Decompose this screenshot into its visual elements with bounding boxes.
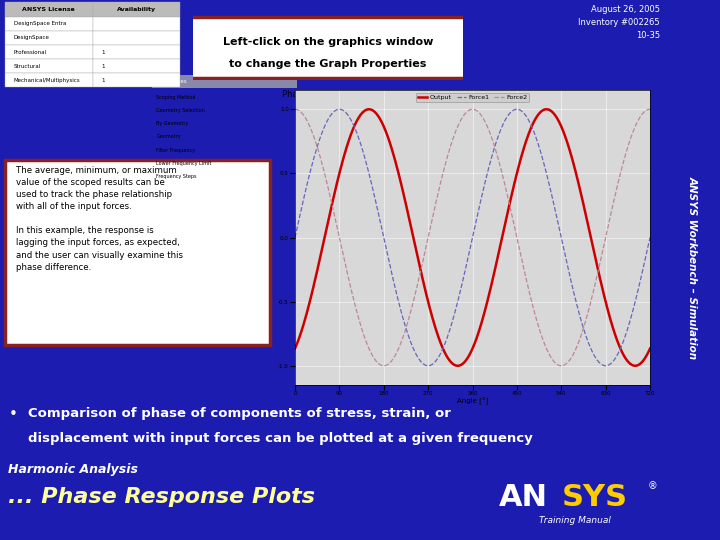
Text: Training Manual: Training Manual (539, 516, 611, 525)
Line: Output: Output (295, 109, 650, 366)
Output (309, 285, 318, 292)
Text: AN: AN (498, 483, 547, 512)
Text: displacement with input forces can be plotted at a given frequency: displacement with input forces can be pl… (28, 432, 533, 445)
Text: SYS: SYS (562, 483, 627, 512)
FancyBboxPatch shape (5, 160, 270, 345)
Output (542, 106, 551, 112)
Text: By Geometry: By Geometry (156, 121, 189, 126)
Force2 (570, 348, 579, 355)
Text: Scoping Method: Scoping Method (156, 95, 196, 100)
Output (646, 346, 654, 352)
Text: Phase Response: Phase Response (282, 90, 350, 99)
Force1 (454, 296, 463, 302)
Force2 (636, 114, 644, 120)
Line: Force1: Force1 (295, 109, 650, 366)
Text: ... Phase Response Plots: ... Phase Response Plots (8, 487, 315, 507)
Output (636, 361, 644, 367)
Force2 (379, 362, 388, 369)
Force1 (646, 234, 654, 241)
Force2 (454, 122, 463, 128)
Force1 (636, 279, 644, 285)
Force1 (636, 279, 644, 286)
Text: Left-click on the graphics window: Left-click on the graphics window (222, 37, 433, 48)
FancyBboxPatch shape (190, 17, 466, 78)
Line: Force2: Force2 (295, 109, 650, 366)
Output (454, 362, 463, 369)
Force1 (335, 106, 343, 112)
Force1 (464, 255, 472, 262)
Force2 (635, 114, 644, 121)
Legend: Output, Force1, Force2: Output, Force1, Force2 (415, 93, 529, 102)
Text: ®: ® (648, 481, 658, 491)
Text: Harmonic Analysis: Harmonic Analysis (8, 463, 138, 476)
Force1 (291, 234, 300, 241)
Force1 (309, 158, 318, 164)
Output (636, 361, 644, 367)
Force2 (309, 131, 318, 138)
Text: Comparison of phase of components of stress, strain, or: Comparison of phase of components of str… (28, 407, 451, 420)
Output (464, 354, 472, 361)
Output (291, 346, 300, 352)
Force1 (601, 362, 610, 369)
Force2 (291, 106, 300, 112)
Text: Geometry Selection: Geometry Selection (156, 108, 205, 113)
Text: to change the Graph Properties: to change the Graph Properties (229, 59, 427, 69)
Force2 (464, 108, 472, 114)
Text: •: • (8, 407, 17, 422)
Text: Lower Frequency Limit: Lower Frequency Limit (156, 161, 212, 166)
Force1 (570, 293, 579, 300)
Output (454, 362, 462, 369)
Bar (152, 75, 297, 88)
X-axis label: Angle [°]: Angle [°] (457, 397, 488, 405)
Text: Geometry: Geometry (156, 134, 181, 139)
Text: The average, minimum, or maximum
value of the scoped results can be
used to trac: The average, minimum, or maximum value o… (16, 166, 183, 272)
Text: Properties: Properties (159, 79, 187, 84)
Text: Frequency Steps: Frequency Steps (156, 174, 197, 179)
Output (570, 166, 579, 172)
Text: August 26, 2005
Inventory #002265
10-35: August 26, 2005 Inventory #002265 10-35 (578, 5, 660, 40)
Text: Filter Frequency: Filter Frequency (156, 147, 195, 153)
Text: ANSYS Workbench – Simulation: ANSYS Workbench – Simulation (688, 177, 698, 360)
Force2 (646, 106, 654, 112)
